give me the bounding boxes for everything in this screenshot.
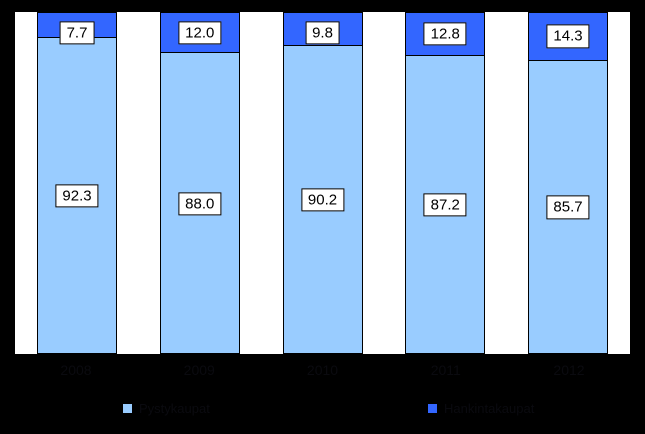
- legend-item-stumpage: Pystykaupat: [122, 401, 210, 416]
- bar-2008: 7.7 92.3: [37, 12, 117, 354]
- x-axis-label: 2009: [183, 362, 215, 378]
- bar-segment-bottom: [282, 45, 363, 354]
- legend-item-delivery: Hankintakaupat: [427, 401, 534, 416]
- value-label-top: 12.0: [178, 21, 222, 45]
- value-label-bottom: 92.3: [55, 184, 99, 208]
- value-label-top: 12.8: [423, 22, 467, 46]
- bar-2010: 9.8 90.2: [282, 12, 363, 354]
- value-label-top: 9.8: [305, 21, 340, 45]
- value-label-top: 7.7: [59, 21, 95, 45]
- bar-2011: 12.8 87.2: [405, 12, 486, 354]
- x-axis-label: 2011: [430, 362, 461, 378]
- value-label-bottom: 88.0: [178, 191, 222, 216]
- legend-label: Hankintakaupat: [444, 401, 535, 416]
- value-label-bottom: 90.2: [300, 188, 345, 212]
- legend-label: Pystykaupat: [139, 401, 210, 416]
- legend-swatch-light-blue: [122, 403, 133, 414]
- value-label-bottom: 85.7: [546, 195, 590, 220]
- legend-swatch-dark-blue: [427, 403, 438, 414]
- x-axis-label: 2008: [60, 362, 92, 378]
- bar-2012: 14.3 85.7: [528, 12, 608, 354]
- bar-2009: 12.0 88.0: [159, 12, 240, 354]
- legend: Pystykaupat Hankintakaupat: [0, 401, 645, 419]
- value-label-bottom: 87.2: [423, 193, 467, 217]
- bars-row: 7.7 92.3 12.0 88.0 9.8 90.2 12.8 87.2 14.3 85.7: [15, 12, 630, 354]
- x-axis-label: 2010: [306, 362, 339, 378]
- x-axis-labels: 2008 2009 2010 2011 2012: [14, 362, 631, 380]
- x-axis-label: 2012: [553, 362, 585, 378]
- plot-area: 7.7 92.3 12.0 88.0 9.8 90.2 12.8 87.2 14.3 85.7: [14, 11, 631, 355]
- value-label-top: 14.3: [546, 24, 590, 49]
- bar-segment-bottom: [159, 53, 240, 354]
